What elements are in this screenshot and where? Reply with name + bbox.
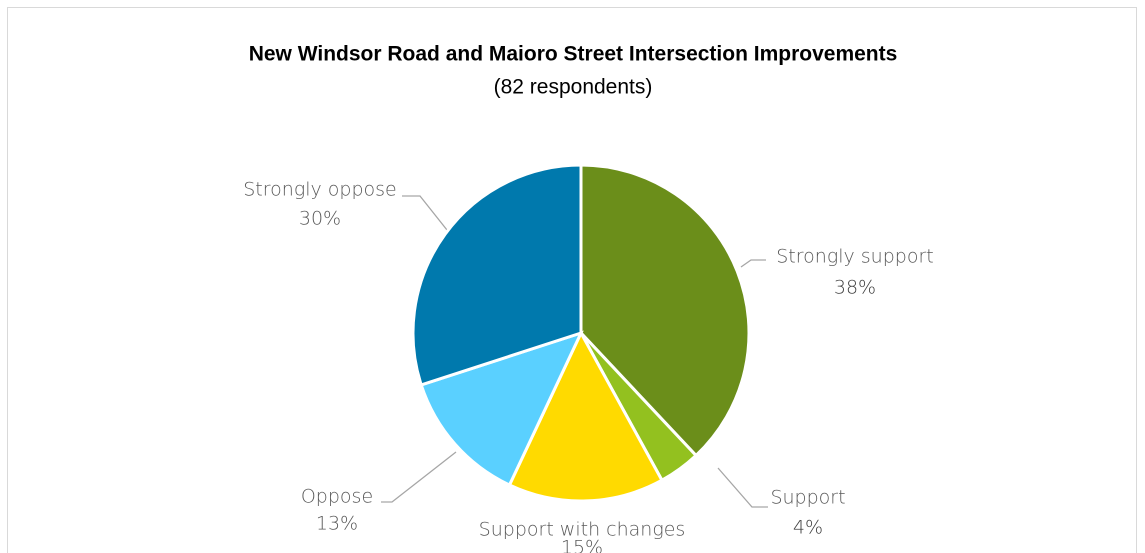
chart-title: New Windsor Road and Maioro Street Inter… [249, 43, 898, 66]
slice-label: Strongly support [776, 246, 933, 268]
slice-label: Strongly oppose [243, 179, 397, 201]
slice-label: Oppose [301, 486, 373, 508]
pie-slice [419, 330, 584, 488]
leader-line [717, 467, 768, 508]
slice-label: Support [770, 487, 845, 509]
chart-subtitle: (82 respondents) [494, 76, 653, 99]
leader-line [740, 259, 766, 268]
slice-value-label: 38% [834, 277, 876, 299]
slice-value-label: 15% [561, 537, 603, 553]
slice-label: Support with changes [479, 519, 686, 541]
leader-lines [381, 195, 768, 508]
pie-slice [507, 329, 664, 503]
pie-slice [579, 163, 751, 458]
slice-value-label: 4% [793, 517, 823, 539]
slice-value-label: 30% [299, 208, 341, 230]
pie-slice [411, 163, 583, 387]
leader-line [402, 195, 448, 231]
pie [411, 163, 751, 503]
leader-line [381, 451, 457, 503]
slice-value-label: 13% [316, 513, 358, 535]
